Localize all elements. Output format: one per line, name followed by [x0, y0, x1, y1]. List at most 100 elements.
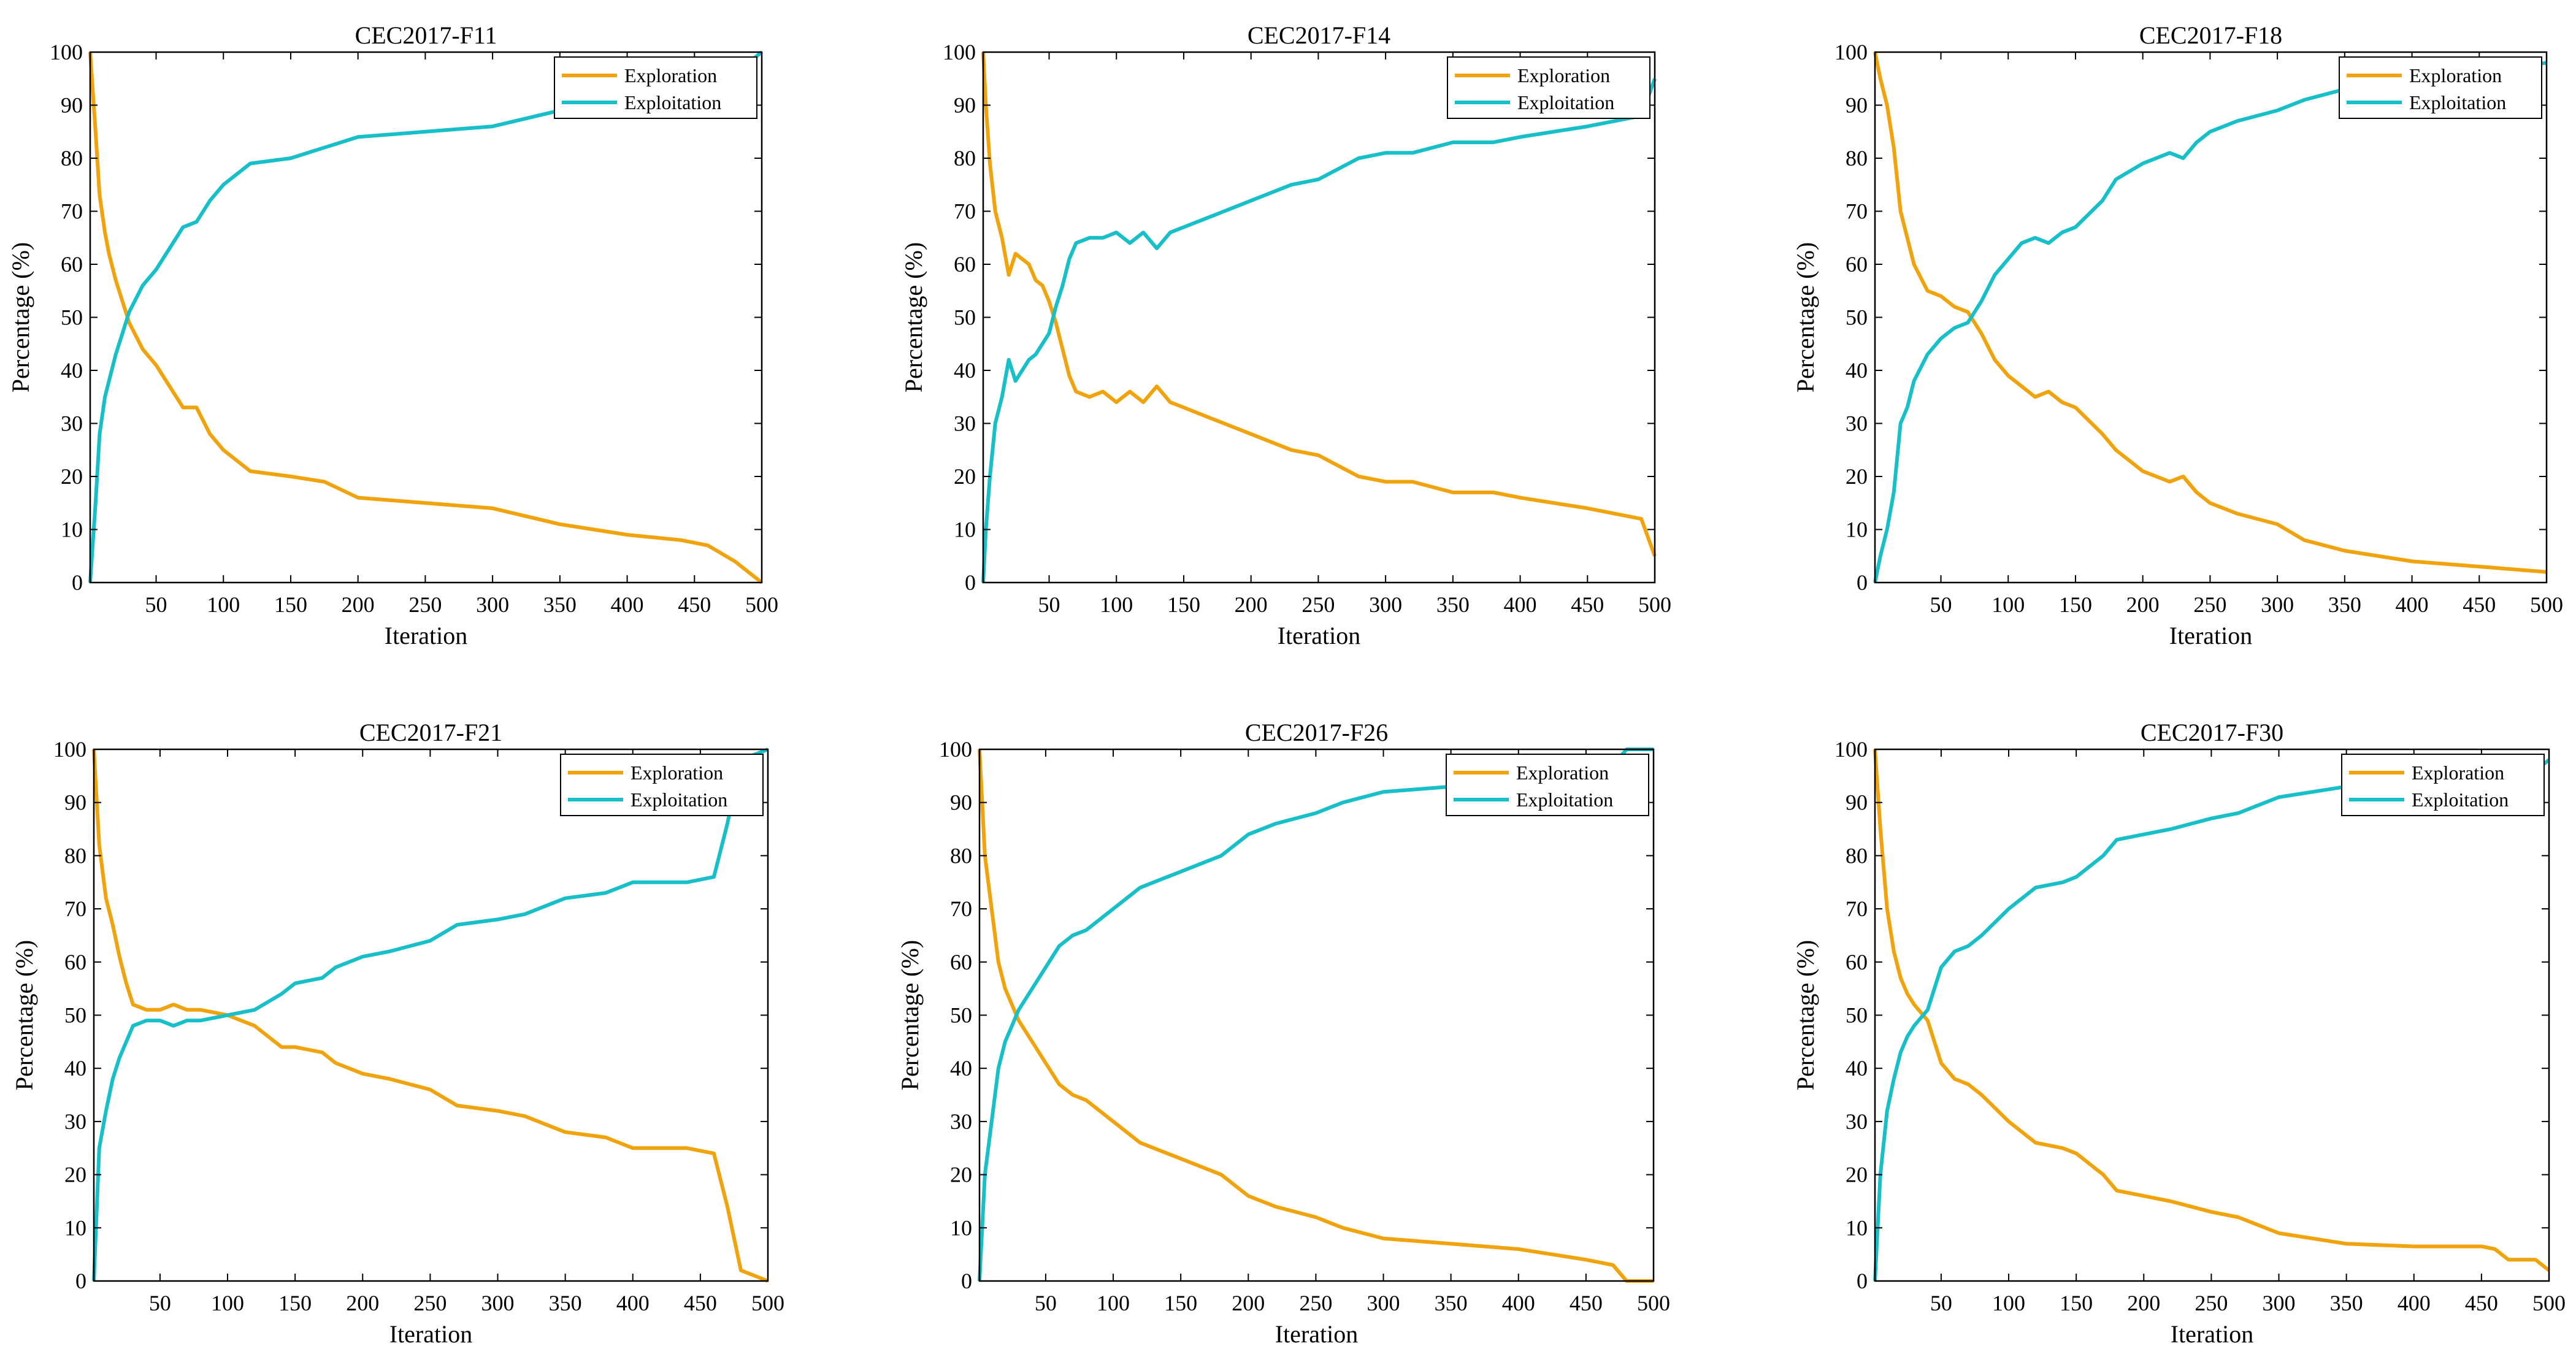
chart-panel-6: 50 100 150 200 250 300 350 400 450 500 0 10 20 30 40 50…: [1792, 719, 2566, 1348]
y-tick-label: 0: [1857, 570, 1868, 595]
x-tick-label: 150: [274, 592, 307, 617]
y-tick-label: 80: [64, 843, 86, 868]
y-tick-label: 40: [950, 1056, 972, 1080]
legend-label-exploitation: Exploitation: [1517, 91, 1614, 113]
x-tick-label: 150: [2059, 592, 2092, 617]
x-tick-label: 200: [346, 1291, 379, 1315]
x-axis-label: Iteration: [2171, 1320, 2254, 1348]
x-tick-label: 250: [1299, 1291, 1332, 1315]
x-tick-label: 300: [2261, 592, 2294, 617]
x-tick-label: 50: [1035, 1291, 1057, 1315]
y-axis-label: Percentage (%): [10, 940, 38, 1090]
y-tick-label: 10: [64, 1215, 86, 1240]
x-tick-label: 200: [2127, 1291, 2160, 1315]
x-tick-label: 500: [2532, 1291, 2566, 1315]
y-tick-label: 20: [950, 1163, 972, 1187]
legend: Exploration Exploitation: [1447, 56, 1650, 119]
y-tick-label: 30: [954, 411, 976, 436]
y-tick-label: 70: [950, 897, 972, 921]
x-tick-label: 400: [611, 592, 644, 617]
x-tick-label: 450: [1570, 1291, 1603, 1315]
y-tick-label: 50: [954, 305, 976, 330]
y-tick-label: 40: [64, 1056, 86, 1080]
y-tick-label: 60: [64, 950, 86, 974]
x-tick-label: 100: [1097, 1291, 1130, 1315]
x-tick-label: 50: [145, 592, 167, 617]
legend: Exploration Exploitation: [554, 56, 757, 119]
y-tick-label: 30: [64, 1109, 86, 1134]
x-tick-label: 50: [149, 1291, 171, 1315]
y-tick-label: 100: [1834, 40, 1868, 64]
series-line-exploration: [978, 749, 1654, 1283]
y-tick-label: 10: [954, 518, 976, 542]
x-tick-label: 500: [1637, 1291, 1670, 1315]
y-tick-label: 10: [1846, 1215, 1868, 1240]
legend-label-exploration: Exploration: [631, 762, 723, 784]
x-tick-label: 50: [1930, 592, 1952, 617]
x-tick-label: 300: [2263, 1291, 2296, 1315]
y-tick-label: 90: [1846, 93, 1868, 118]
x-axis-label: Iteration: [2169, 622, 2253, 649]
y-axis-label: Percentage (%): [900, 242, 927, 392]
y-tick-label: 100: [50, 40, 83, 64]
y-tick-label: 80: [1846, 146, 1868, 170]
y-tick-label: 0: [961, 1269, 972, 1293]
y-tick-label: 20: [1846, 1163, 1868, 1187]
x-tick-label: 150: [1167, 592, 1200, 617]
x-tick-label: 450: [684, 1291, 717, 1315]
series-line-exploitation: [92, 748, 769, 1282]
chart-panel-3: 50 100 150 200 250 300 350 400 450 500 0 10 20 30 40 50…: [1792, 21, 2563, 649]
y-tick-label: 20: [954, 464, 976, 489]
y-tick-label: 90: [954, 93, 976, 118]
x-tick-label: 400: [1504, 592, 1537, 617]
x-tick-label: 300: [1369, 592, 1402, 617]
y-tick-label: 100: [53, 737, 86, 762]
y-tick-label: 70: [1846, 199, 1868, 224]
y-tick-label: 20: [1846, 464, 1868, 489]
x-tick-label: 150: [2060, 1291, 2093, 1315]
x-tick-label: 200: [2126, 592, 2160, 617]
chart-title: CEC2017-F11: [355, 21, 497, 49]
x-tick-label: 400: [1502, 1291, 1535, 1315]
legend-label-exploitation: Exploitation: [631, 789, 727, 811]
y-tick-label: 80: [1846, 843, 1868, 868]
x-tick-label: 150: [1164, 1291, 1197, 1315]
legend: Exploration Exploitation: [1446, 754, 1649, 816]
y-tick-label: 30: [61, 411, 83, 436]
y-tick-label: 70: [1846, 897, 1868, 921]
legend-label-exploitation: Exploitation: [2412, 789, 2509, 811]
legend: Exploration Exploitation: [2341, 754, 2545, 816]
y-axis-label: Percentage (%): [896, 940, 924, 1090]
y-tick-label: 30: [1846, 411, 1868, 436]
x-tick-label: 250: [413, 1291, 447, 1315]
x-tick-label: 400: [2396, 592, 2429, 617]
series-line-exploitation: [1873, 61, 2547, 583]
series-line-exploration: [1873, 52, 2547, 574]
y-tick-label: 100: [943, 40, 976, 64]
chart-title: CEC2017-F18: [2139, 21, 2282, 49]
x-tick-label: 150: [278, 1291, 312, 1315]
chart-title: CEC2017-F30: [2141, 719, 2283, 746]
x-tick-label: 350: [2330, 1291, 2363, 1315]
x-tick-label: 300: [481, 1291, 515, 1315]
legend: Exploration Exploitation: [2339, 56, 2542, 119]
y-tick-label: 40: [61, 358, 83, 383]
x-tick-label: 450: [678, 592, 711, 617]
x-tick-label: 450: [2463, 592, 2496, 617]
x-tick-label: 200: [1232, 1291, 1265, 1315]
y-axis-label: Percentage (%): [7, 242, 34, 392]
series-line-exploitation: [978, 748, 1654, 1282]
y-tick-label: 50: [950, 1003, 972, 1028]
y-tick-label: 50: [64, 1003, 86, 1028]
x-tick-label: 350: [1435, 1291, 1468, 1315]
chart-title: CEC2017-F26: [1245, 719, 1388, 746]
y-tick-label: 60: [61, 252, 83, 277]
y-tick-label: 50: [61, 305, 83, 330]
y-tick-label: 90: [1846, 790, 1868, 815]
x-tick-label: 100: [211, 1291, 244, 1315]
y-tick-label: 60: [1846, 950, 1868, 974]
y-tick-label: 100: [939, 737, 972, 762]
legend-box: [560, 754, 764, 816]
legend-label-exploration: Exploration: [2409, 64, 2502, 86]
